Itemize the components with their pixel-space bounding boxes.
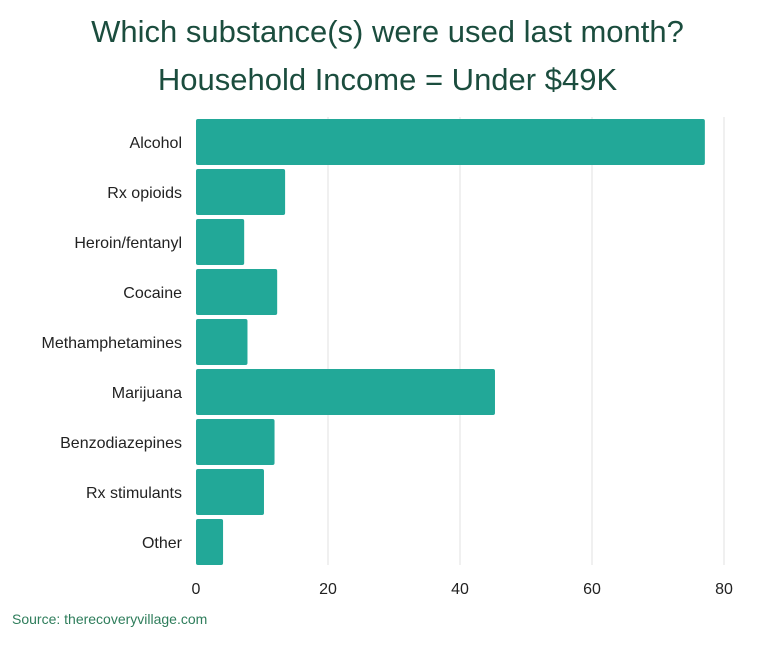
bar-rx-stimulants [196, 469, 264, 515]
category-label: Other [142, 535, 183, 552]
x-tick-label: 60 [583, 581, 601, 598]
category-label: Heroin/fentanyl [74, 235, 182, 252]
category-label: Alcohol [130, 135, 182, 152]
category-label: Benzodiazepines [60, 435, 182, 452]
bar-benzodiazepines [196, 419, 275, 465]
source-text: Source: therecoveryvillage.com [12, 611, 208, 627]
chart-title: Which substance(s) were used last month? [91, 14, 684, 49]
x-tick-label: 80 [715, 581, 733, 598]
bar-marijuana [196, 369, 495, 415]
x-tick-label: 20 [319, 581, 337, 598]
chart-subtitle: Household Income = Under $49K [157, 62, 618, 97]
category-label: Marijuana [112, 385, 182, 402]
bar-methamphetamines [196, 319, 248, 365]
category-label: Rx stimulants [86, 485, 182, 502]
bar-cocaine [196, 269, 278, 315]
bar-rx-opioids [196, 169, 286, 215]
bar-heroin-fentanyl [196, 219, 245, 265]
bar-alcohol [196, 119, 705, 165]
x-tick-label: 0 [192, 581, 201, 598]
category-label: Cocaine [123, 285, 182, 302]
x-tick-label: 40 [451, 581, 469, 598]
category-label: Methamphetamines [41, 335, 182, 352]
bar-other [196, 519, 224, 565]
category-label: Rx opioids [107, 185, 182, 202]
